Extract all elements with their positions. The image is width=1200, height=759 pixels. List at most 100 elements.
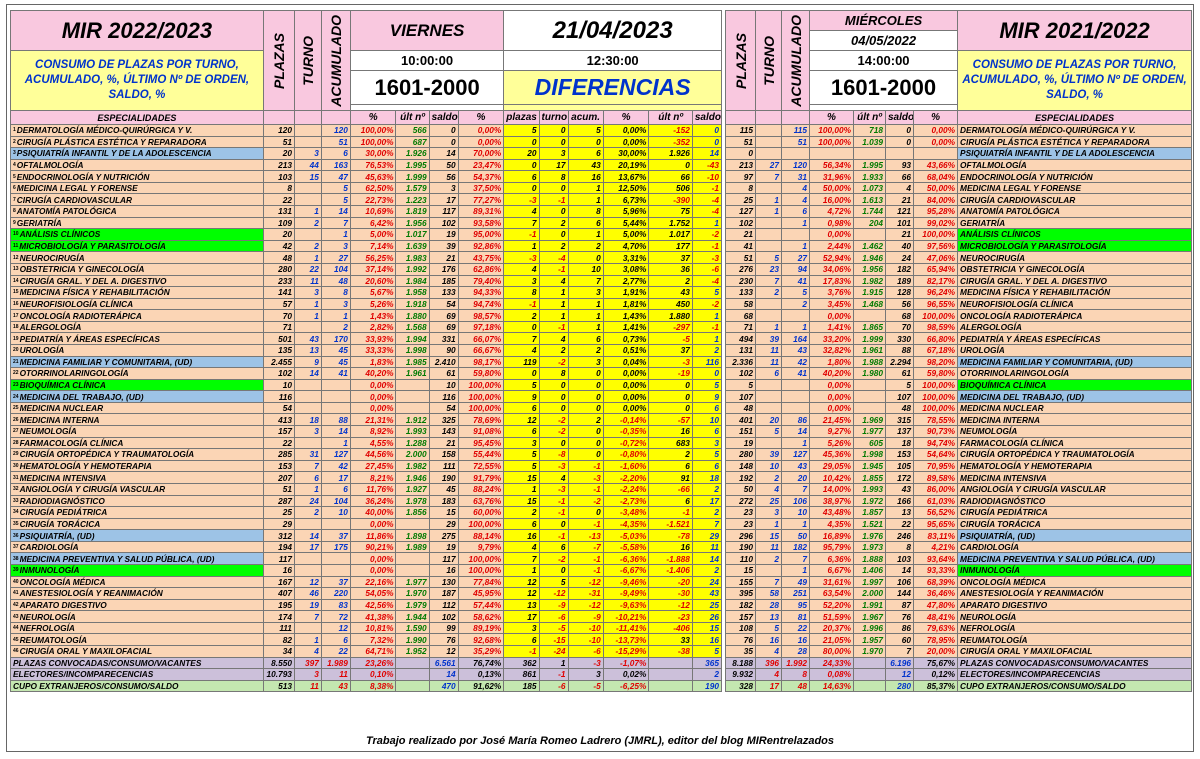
left-value: 54,37% xyxy=(457,170,505,183)
right-value: 1.972 xyxy=(853,494,886,508)
table-row: 25MEDICINA NUCLEAR 54 0,00% 54 100,00% 6 0 0 0,0… xyxy=(10,401,723,415)
diff-value: 3 xyxy=(567,355,604,369)
left-value: 95,45% xyxy=(457,436,505,450)
right-value: 4 xyxy=(755,645,782,658)
specialty-label: MICROBIOLOGÍA Y PARASITOLOGÍA xyxy=(19,241,166,252)
left-value: 62,86% xyxy=(457,262,505,276)
specialty-name: 33RADIODIAGNÓSTICO xyxy=(10,494,264,508)
left-value xyxy=(293,378,322,392)
diff-value: -13 xyxy=(567,529,604,542)
specialty-label: RADIODIAGNÓSTICO xyxy=(19,495,105,506)
left-value: 0,10% xyxy=(349,668,397,681)
diff-value: 43 xyxy=(567,158,604,172)
diff-value: -3 xyxy=(503,251,540,264)
diff-value: -1 xyxy=(567,552,604,565)
right-value: 1,41% xyxy=(809,320,854,334)
right-value: 50,00% xyxy=(809,181,854,195)
diff-value: -1 xyxy=(567,459,604,473)
right-value: 251 xyxy=(781,587,810,600)
right-value: 59,80% xyxy=(912,367,959,380)
specialty-name: 27NEUMOLOGÍA xyxy=(10,425,264,438)
left-value: 1 xyxy=(320,309,351,322)
right-value: 16 xyxy=(781,633,810,646)
left-value: 56 xyxy=(428,170,459,183)
left-value: 1.017 xyxy=(395,228,430,241)
diff-value: 20,19% xyxy=(602,158,650,172)
right-value: 100,00% xyxy=(912,378,959,392)
left-value: 220 xyxy=(320,587,351,600)
specialty-label: ANESTESIOLOGÍA Y REANIMACIÓN xyxy=(19,588,163,599)
specialty-name: CIRUGÍA PEDIÁTRICA xyxy=(957,506,1193,519)
left-value: 12 xyxy=(293,575,322,589)
diff-value: -1 xyxy=(538,320,569,334)
specialty-name: NEUROCIRUGÍA xyxy=(957,251,1193,264)
left-value: 187 xyxy=(428,587,459,600)
diff-value: 17 xyxy=(503,610,540,623)
diff-value: 1 xyxy=(691,332,723,345)
left-value: 1.912 xyxy=(395,413,430,427)
right-value: 27 xyxy=(755,158,782,172)
left-value: 111 xyxy=(428,459,459,473)
left-value: 51 xyxy=(262,135,295,149)
right-value: 66,80% xyxy=(912,332,959,345)
left-value xyxy=(320,563,351,577)
left-value: 1.994 xyxy=(395,332,430,345)
left-value: 190 xyxy=(428,471,459,484)
row-index: 44 xyxy=(13,625,19,632)
right-value: 5,26% xyxy=(809,436,854,450)
left-value: 112 xyxy=(428,598,459,612)
left-value: 280 xyxy=(262,262,295,276)
right-value: 15 xyxy=(725,563,756,577)
left-value: 36,24% xyxy=(349,494,397,508)
right-value: 87 xyxy=(885,598,914,612)
right-value: 14,00% xyxy=(809,482,854,496)
diff-value: -10 xyxy=(567,633,604,646)
specialty-name: CUPO EXTRANJEROS/CONSUMO/SALDO xyxy=(10,679,264,693)
specialty-label: OTORRINOLARINGOLOGÍA xyxy=(19,368,129,379)
diff-value: -19 xyxy=(648,367,693,380)
right-subheader: últ nº xyxy=(853,110,886,125)
right-value: 11 xyxy=(755,355,782,369)
left-value: 14 xyxy=(293,529,322,542)
right-value: 1.933 xyxy=(853,170,886,183)
table-row: 21 0,00% 21 100,00% ANÁLISIS CLÍNICOS xyxy=(725,228,1193,241)
left-value xyxy=(395,563,430,577)
left-value: 185 xyxy=(428,274,459,288)
specialty-name: MICROBIOLOGÍA Y PARASITOLOGÍA xyxy=(957,239,1193,253)
right-value: 58 xyxy=(755,587,782,600)
right-value: 48 xyxy=(885,401,914,415)
left-value: 1.590 xyxy=(395,621,430,635)
right-value: 11 xyxy=(755,344,782,357)
specialty-name: 35CIRUGÍA TORÁCICA xyxy=(10,517,264,531)
right-value: 1.462 xyxy=(853,239,886,253)
diff-value: -5,58% xyxy=(602,540,650,554)
left-value: 69 xyxy=(428,320,459,334)
right-value: 63,54% xyxy=(809,587,854,600)
left-value: 82 xyxy=(262,633,295,646)
specialty-name: ONCOLOGÍA MÉDICA xyxy=(957,575,1193,589)
table-row: 401 20 86 21,45% 1.969 315 78,55% MEDICINA INTE… xyxy=(725,413,1193,427)
table-row: 272 25 106 38,97% 1.972 166 61,03% RADIODIAGNÓS… xyxy=(725,494,1193,508)
left-value: 100,00% xyxy=(457,378,505,392)
right-value: 1.744 xyxy=(853,205,886,218)
left-value: 153 xyxy=(262,459,295,473)
row-index: 16 xyxy=(13,300,19,307)
left-value: 1 xyxy=(293,251,322,264)
left-value: 470 xyxy=(428,679,459,693)
diff-value: -20 xyxy=(648,575,693,589)
specialty-name: 30HEMATOLOGÍA Y HEMOTERAPIA xyxy=(10,459,264,473)
diff-value: 6 xyxy=(538,540,569,554)
diff-value: 0 xyxy=(567,448,604,461)
right-value: 80,00% xyxy=(809,645,854,658)
specialty-name: 20UROLOGÍA xyxy=(10,344,264,357)
left-value: 1.984 xyxy=(395,274,430,288)
diff-value: 0 xyxy=(567,378,604,392)
left-value: 45,95% xyxy=(457,587,505,600)
left-value xyxy=(293,621,322,635)
right-value: 1.945 xyxy=(853,459,886,473)
diff-value: 36 xyxy=(648,262,693,276)
right-value xyxy=(755,309,782,322)
diff-value: -1,07% xyxy=(602,656,650,670)
left-value: 7,14% xyxy=(349,239,397,253)
right-value: 19 xyxy=(725,436,756,450)
